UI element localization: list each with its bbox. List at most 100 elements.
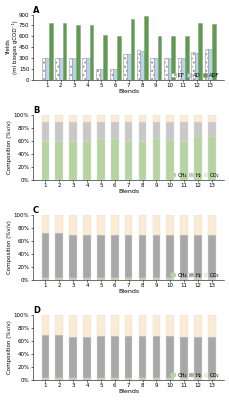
Bar	[95, 69, 99, 80]
Bar	[83, 114, 90, 122]
Bar	[55, 114, 63, 122]
Bar	[166, 122, 173, 140]
Bar	[153, 58, 157, 80]
Bar	[124, 278, 132, 280]
Legend: CH₄, H₂, CO₂: CH₄, H₂, CO₂	[169, 171, 221, 180]
Bar	[113, 69, 116, 80]
Bar	[130, 19, 134, 80]
Bar	[41, 378, 49, 380]
Bar	[97, 114, 104, 122]
Bar	[111, 378, 118, 380]
Bar	[180, 122, 187, 140]
Bar	[180, 278, 187, 280]
Bar	[193, 122, 201, 136]
Bar	[83, 337, 90, 378]
Bar	[55, 140, 63, 180]
Bar	[152, 336, 160, 378]
Bar	[97, 214, 104, 235]
Bar	[55, 58, 59, 80]
Bar	[207, 337, 215, 378]
Bar	[166, 235, 173, 278]
Bar	[207, 314, 215, 337]
Bar	[124, 122, 132, 140]
Bar	[45, 58, 49, 80]
Bar	[69, 114, 77, 122]
Bar	[180, 214, 187, 235]
Bar	[152, 114, 160, 122]
Bar	[97, 378, 104, 380]
Bar	[166, 336, 173, 378]
Bar	[180, 235, 187, 278]
Bar	[138, 336, 146, 378]
Bar	[69, 314, 77, 337]
Bar	[140, 51, 144, 80]
Bar	[193, 136, 201, 180]
Bar	[193, 114, 201, 122]
Bar	[69, 214, 77, 235]
Bar	[55, 278, 63, 280]
Bar	[180, 140, 187, 180]
Bar	[83, 278, 90, 280]
Bar	[41, 214, 49, 234]
Bar	[136, 50, 140, 80]
Bar	[207, 214, 215, 235]
Bar	[152, 214, 160, 235]
Bar	[41, 114, 49, 122]
Legend: DF, AD, ADF: DF, AD, ADF	[168, 71, 221, 80]
Bar	[194, 53, 198, 80]
Bar	[41, 335, 49, 378]
Bar	[152, 378, 160, 380]
Bar	[193, 337, 201, 378]
Bar	[62, 23, 66, 80]
Bar	[166, 214, 173, 235]
Bar	[166, 378, 173, 380]
Bar	[198, 22, 201, 80]
Bar	[193, 278, 201, 280]
Bar	[180, 58, 184, 80]
Bar	[138, 214, 146, 235]
Bar	[49, 23, 52, 80]
Bar	[97, 122, 104, 139]
Bar	[83, 214, 90, 235]
Bar	[207, 278, 215, 280]
Bar	[109, 69, 113, 80]
Bar	[41, 122, 49, 140]
Bar	[193, 235, 201, 278]
Bar	[190, 52, 194, 80]
Bar	[138, 114, 146, 122]
Bar	[68, 58, 72, 80]
Bar	[55, 378, 63, 380]
Bar	[124, 140, 132, 180]
Bar	[152, 122, 160, 139]
Bar	[152, 235, 160, 278]
Bar	[207, 114, 215, 122]
Bar	[69, 122, 77, 141]
Bar	[152, 314, 160, 336]
Bar	[97, 314, 104, 336]
Bar	[69, 278, 77, 280]
Bar	[138, 378, 146, 380]
Bar	[138, 141, 146, 180]
Bar	[207, 122, 215, 136]
Bar	[193, 378, 201, 380]
Bar	[69, 141, 77, 180]
Bar	[124, 378, 132, 380]
Bar	[157, 36, 161, 80]
Bar	[124, 235, 132, 278]
Bar	[124, 114, 132, 122]
Bar	[82, 58, 86, 80]
Bar	[163, 58, 167, 80]
Bar	[123, 54, 126, 80]
Bar	[97, 278, 104, 280]
Bar	[111, 336, 118, 378]
Bar	[193, 214, 201, 235]
Bar	[111, 114, 118, 122]
Bar	[83, 314, 90, 337]
Bar	[180, 114, 187, 122]
Bar	[138, 122, 146, 141]
Text: B: B	[33, 106, 39, 114]
Bar	[69, 235, 77, 278]
Bar	[83, 140, 90, 180]
Bar	[99, 69, 103, 80]
Bar	[72, 58, 76, 80]
